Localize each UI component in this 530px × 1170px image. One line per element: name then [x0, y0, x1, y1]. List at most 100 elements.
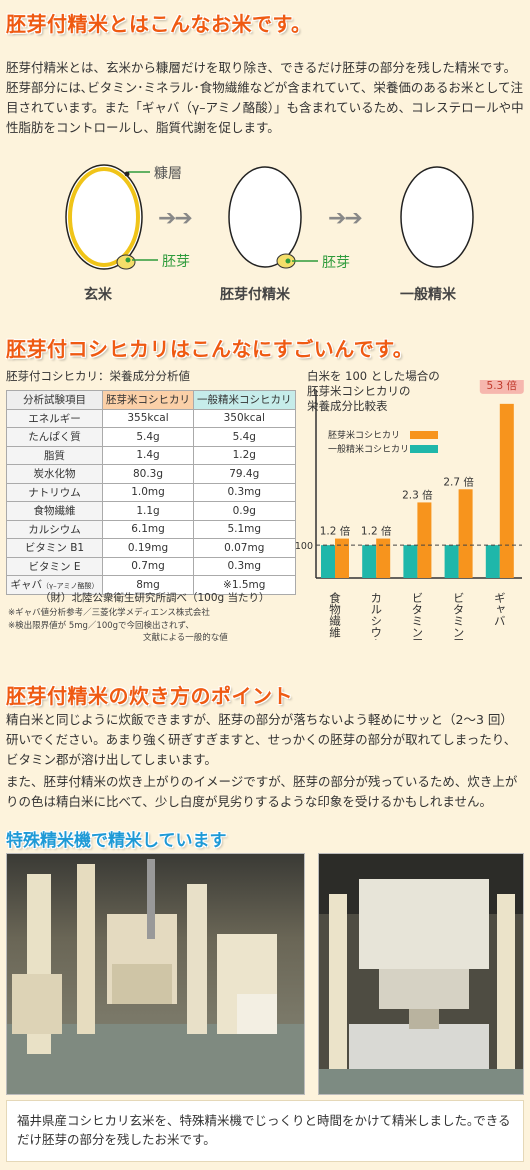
- table-header-row: 分析試験項目 胚芽米コシヒカリ 一般精米コシヒカリ: [6, 390, 296, 410]
- value-label-0: 1.2 倍: [320, 525, 351, 538]
- table-note-2b: 文献による一般的な値: [143, 633, 228, 643]
- cell-item: ナトリウム: [6, 482, 103, 502]
- baseline-label: 100: [295, 541, 313, 552]
- label-brown-rice: 玄米: [84, 287, 112, 303]
- rice-mill-photo-2: [318, 853, 524, 1095]
- bran-label: 糠層: [154, 166, 182, 182]
- cell-germ: 1.0mg: [102, 482, 194, 502]
- section1-body: 胚芽付精米とは、玄米から糠層だけを取り除き、できるだけ胚芽の部分を残した精米です…: [6, 60, 524, 135]
- table-row: エネルギー 355kcal 350kcal: [6, 408, 296, 428]
- header-item: 分析試験項目: [6, 390, 103, 410]
- chart-title-line-1: 白米を 100 とした場合の: [307, 369, 440, 383]
- germ-brown: [116, 254, 136, 270]
- rice-diagram: 糠層 胚芽 胚芽 ➔➔ ➔➔ 玄米 胚芽付精米 一般精米: [0, 164, 530, 310]
- value-label-4: 5.3 倍: [487, 380, 518, 392]
- section2-heading: 胚芽付コシヒカリはこんなにすごいんです。: [6, 337, 414, 361]
- chart-title: 白米を 100 とした場合の 胚芽米コシヒカリの 栄養成分比較表: [307, 369, 440, 414]
- table-row: カルシウム 6.1mg 5.1mg: [6, 519, 296, 539]
- bar-polished-4: [485, 545, 500, 578]
- legend-polished-label: 一般精米コシヒカリ: [328, 443, 409, 455]
- table-row-gaba: ギャバ（γ–アミノ酪酸） 8mg ※1.5mg: [6, 575, 296, 595]
- section4-heading: 特殊精米機で精米しています: [6, 831, 227, 851]
- bar-germ-0: [335, 538, 349, 578]
- nutrition-table: 分析試験項目 胚芽米コシヒカリ 一般精米コシヒカリ エネルギー 355kcal 35…: [6, 390, 296, 595]
- bran-pointer-dot: [124, 171, 130, 177]
- header-polished-rice: 一般精米コシヒカリ: [193, 390, 296, 410]
- header-germ-rice: 胚芽米コシヒカリ: [102, 390, 194, 410]
- germ2-pointer-dot: [285, 258, 291, 264]
- cell-polished: 5.4g: [193, 427, 296, 447]
- gaba-name: ギャバ: [10, 579, 42, 592]
- cell-polished: 0.07mg: [193, 538, 296, 558]
- label-polished-rice: 一般精米: [400, 287, 456, 303]
- bar-germ-3: [458, 489, 473, 578]
- section3-body-1: 精白米と同じように炊飯できますが、胚芽の部分が落ちないよう軽めにサッと（2～3 …: [6, 712, 517, 767]
- legend-germ-swatch: [410, 431, 438, 439]
- bottom-info-box: 福井県産コシヒカリ玄米を、特殊精米機でじっくりと時間をかけて精米しました｡できる…: [6, 1100, 524, 1162]
- category-label-1: カルシウム: [369, 592, 383, 640]
- bar-polished-2: [403, 545, 418, 578]
- value-label-3: 2.7 倍: [443, 475, 474, 488]
- cell-polished: 350kcal: [193, 408, 296, 428]
- section1-heading: 胚芽付精米とはこんなお米です。: [6, 12, 312, 36]
- category-label-0: 食物繊維: [328, 591, 342, 638]
- cell-polished: 5.1mg: [193, 519, 296, 539]
- table-title: 胚芽付コシヒカリ：栄養成分分析値: [6, 369, 190, 383]
- cell-item: カルシウム: [6, 519, 103, 539]
- bar-germ-1: [376, 538, 391, 578]
- cell-item: ビタミン E: [6, 556, 103, 576]
- label-germ-rice: 胚芽付精米: [220, 287, 290, 303]
- cell-polished: 0.3mg: [193, 556, 296, 576]
- table-source: （財）北陸公衆衛生研究所調べ（100g 当たり）: [40, 592, 270, 604]
- section3-body-2: また、胚芽付精米の炊き上がりのイメージですが、胚芽の部分が残っているため、炊き上…: [6, 774, 518, 809]
- rice-mill-photo-1: [6, 853, 305, 1095]
- cell-item-gaba: ギャバ（γ–アミノ酪酸）: [6, 575, 103, 595]
- cell-germ: 1.1g: [102, 501, 194, 521]
- brown-rice-grain: [65, 164, 143, 270]
- cell-polished: 1.2g: [193, 445, 296, 465]
- table-row: 脂質 1.4g 1.2g: [6, 445, 296, 465]
- cell-germ: 0.7mg: [102, 556, 194, 576]
- rice-mill-photo-2-image: [319, 854, 523, 1094]
- polished-rice-grain: [400, 166, 474, 268]
- bar-germ-4: [499, 403, 514, 578]
- chart-title-line-2: 胚芽米コシヒカリの: [307, 384, 411, 398]
- table-row: ビタミン E 0.7mg 0.3mg: [6, 556, 296, 576]
- cell-item: 脂質: [6, 445, 103, 465]
- rice-diagram-svg: [65, 164, 474, 270]
- cell-germ: 355kcal: [102, 408, 194, 428]
- chart-title-line-3: 栄養成分比較表: [307, 399, 388, 413]
- rice-mill-photo-1-image: [7, 854, 304, 1094]
- value-label-2: 2.3 倍: [402, 488, 433, 501]
- cell-polished: 0.9g: [193, 501, 296, 521]
- legend-germ-label: 胚芽米コシヒカリ: [328, 429, 400, 441]
- table-row: ビタミン B1 0.19mg 0.07mg: [6, 538, 296, 558]
- section3-heading: 胚芽付精米の炊き方のポイント: [6, 684, 293, 708]
- germ-label-2: 胚芽: [322, 255, 350, 271]
- cell-germ: 0.19mg: [102, 538, 194, 558]
- cell-germ: 1.4g: [102, 445, 194, 465]
- gaba-sub: （γ–アミノ酪酸）: [41, 582, 99, 591]
- arrow-2: ➔➔: [328, 206, 363, 231]
- cell-item: 食物繊維: [6, 501, 103, 521]
- cell-polished: 79.4g: [193, 464, 296, 484]
- table-note-1: ※ギャバ値分析参考／三菱化学メディエンス株式会社: [8, 608, 210, 618]
- cell-germ: 80.3g: [102, 464, 194, 484]
- cell-item: ビタミン B1: [6, 538, 103, 558]
- table-row: 食物繊維 1.1g 0.9g: [6, 501, 296, 521]
- category-label-4: ギャバ: [493, 592, 507, 627]
- bar-polished-1: [362, 545, 377, 578]
- cell-germ: 5.4g: [102, 427, 194, 447]
- germ-rice-grain: [228, 166, 302, 268]
- bar-polished-3: [444, 545, 459, 578]
- cell-germ: 6.1mg: [102, 519, 194, 539]
- bar-polished-0: [321, 545, 335, 578]
- table-row: 炭水化物 80.3g 79.4g: [6, 464, 296, 484]
- bar-germ-2: [417, 502, 432, 578]
- cell-item: 炭水化物: [6, 464, 103, 484]
- legend-polished-swatch: [410, 445, 438, 453]
- table-row: ナトリウム 1.0mg 0.3mg: [6, 482, 296, 502]
- arrow-1: ➔➔: [158, 206, 193, 231]
- table-note-2a: ※検出限界値が 5mg／100gで今回検出されず、: [8, 621, 194, 631]
